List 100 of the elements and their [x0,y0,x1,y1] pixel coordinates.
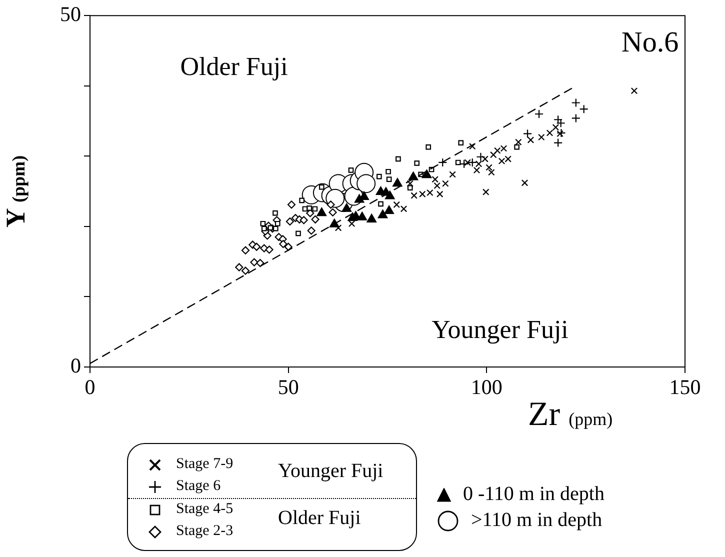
point [279,240,288,248]
point [414,160,420,166]
point [426,144,432,150]
point [538,134,545,141]
point [265,246,274,254]
point [407,185,413,190]
point [376,174,382,180]
annotation: No.6 [621,26,679,59]
point [386,168,391,174]
point [366,214,377,222]
point [396,156,401,162]
legend-label: Stage 4-5 [176,501,234,518]
x-tick-label: 150 [669,375,701,400]
point [384,205,394,214]
text: Younger Fuji [278,460,384,483]
point [256,258,264,268]
point [287,200,296,209]
point [515,138,522,146]
point [272,210,278,216]
point [556,118,566,128]
point [378,210,388,218]
point [498,158,506,164]
point [422,170,432,178]
point [299,198,304,204]
point [494,147,501,154]
point [630,87,638,94]
point [438,158,448,168]
point [359,191,369,200]
point [385,190,395,200]
point [241,266,250,275]
point [311,215,320,224]
point [426,189,434,196]
annotation: Older Fuji [180,52,288,81]
point [554,115,563,124]
point [419,190,426,198]
point [556,130,564,138]
point [260,220,266,226]
point [408,172,418,180]
point [386,176,392,182]
point [460,159,469,168]
point [482,188,490,196]
x-tick-label: 50 [278,375,299,400]
point [300,216,308,224]
point [504,156,512,162]
point [348,168,354,173]
point [268,225,274,231]
legend-label: Stage 2-3 [176,523,234,540]
point [235,263,244,272]
point [469,142,476,150]
point [554,138,563,148]
point [455,160,461,166]
point [392,178,402,187]
point [556,128,566,138]
point [410,192,418,199]
point [261,226,267,232]
annotation: Younger Fuji [432,314,568,344]
point [579,104,588,114]
point [521,179,528,186]
point [306,205,312,211]
x-axis-title: Zr (ppm) [528,396,613,433]
point [252,242,261,251]
point [571,114,580,123]
point [436,190,444,198]
point [571,98,580,108]
legend-label: Stage 6 [176,478,221,495]
point [490,151,497,158]
point [284,242,292,251]
point [296,230,301,236]
point [400,205,408,212]
legend-label: >110 m in depth [471,509,602,532]
point [274,220,280,226]
point [307,226,316,235]
point [458,140,464,146]
point [326,200,335,209]
text: Older Fuji [278,507,361,530]
point [378,201,384,207]
x-tick-label: 100 [470,375,502,400]
point [393,201,400,208]
point [514,144,520,150]
point [356,174,376,194]
legend-label: Stage 7-9 [176,456,234,473]
point [442,180,449,187]
point [552,124,560,131]
point [449,171,456,178]
legend-label: 0 -110 m in depth [463,483,604,506]
point [316,208,327,216]
point [250,258,258,266]
point [272,226,278,232]
point [500,145,508,152]
point [286,217,294,226]
point [334,224,342,232]
point [318,184,324,190]
point [546,130,554,136]
point [476,152,486,162]
y-axis-title: Y (ppm) [0,155,31,228]
point [312,206,318,212]
point [357,212,367,220]
point [328,208,337,216]
point [348,220,356,228]
point [406,180,414,187]
